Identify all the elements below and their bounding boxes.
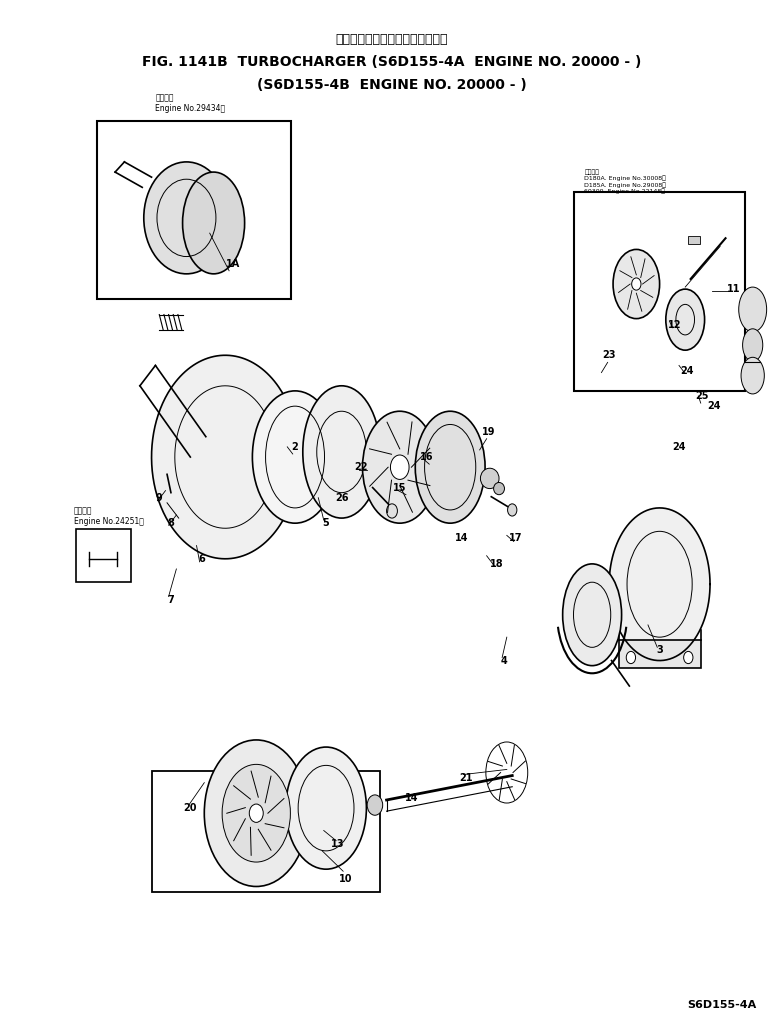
Text: 14: 14 — [405, 793, 418, 803]
Text: 5: 5 — [323, 518, 329, 528]
Ellipse shape — [249, 804, 263, 823]
Text: 26: 26 — [335, 492, 348, 503]
Ellipse shape — [387, 504, 397, 518]
Text: 13: 13 — [331, 838, 344, 849]
Text: 15: 15 — [393, 482, 407, 492]
Ellipse shape — [741, 357, 764, 394]
Ellipse shape — [303, 386, 380, 518]
Text: 1A: 1A — [226, 259, 240, 269]
Text: 6: 6 — [198, 554, 205, 564]
Text: 9: 9 — [156, 492, 162, 503]
Text: 8: 8 — [168, 518, 174, 528]
Text: 適用号機
Engine No.24251～: 適用号機 Engine No.24251～ — [74, 507, 143, 526]
Ellipse shape — [285, 747, 366, 869]
Text: 12: 12 — [669, 320, 682, 329]
Ellipse shape — [183, 172, 245, 274]
Ellipse shape — [563, 564, 622, 666]
Ellipse shape — [684, 652, 693, 664]
Ellipse shape — [626, 652, 636, 664]
Text: 22: 22 — [354, 462, 368, 472]
Ellipse shape — [362, 411, 437, 523]
Text: 11: 11 — [727, 284, 740, 294]
Text: 20: 20 — [183, 803, 197, 814]
Bar — [619, 640, 701, 668]
Ellipse shape — [666, 289, 705, 350]
Bar — [688, 236, 700, 244]
Ellipse shape — [739, 287, 767, 331]
Text: 17: 17 — [510, 534, 523, 544]
Polygon shape — [151, 355, 299, 559]
Text: 3: 3 — [656, 645, 663, 656]
Polygon shape — [609, 508, 710, 661]
Bar — [151, 772, 380, 892]
Bar — [575, 193, 745, 391]
Ellipse shape — [222, 764, 290, 862]
Text: S6D155-4A: S6D155-4A — [688, 999, 757, 1010]
Ellipse shape — [632, 278, 641, 290]
Text: 適用号機
Engine No.29434～: 適用号機 Engine No.29434～ — [155, 93, 226, 113]
Text: 21: 21 — [459, 773, 473, 783]
Text: 23: 23 — [602, 350, 616, 360]
Ellipse shape — [742, 328, 763, 361]
Text: 24: 24 — [672, 442, 686, 451]
Ellipse shape — [613, 249, 659, 319]
Text: 24: 24 — [680, 365, 694, 376]
Ellipse shape — [252, 391, 338, 523]
Text: 4: 4 — [501, 656, 508, 666]
Ellipse shape — [507, 504, 517, 516]
Text: (S6D155-4B  ENGINE NO. 20000 - ): (S6D155-4B ENGINE NO. 20000 - ) — [257, 78, 527, 91]
Ellipse shape — [143, 162, 229, 274]
Ellipse shape — [416, 411, 485, 523]
Ellipse shape — [481, 468, 499, 488]
Text: 16: 16 — [420, 452, 434, 462]
Text: 18: 18 — [490, 559, 503, 568]
Text: 適用号機
D180A. Engine No.30008～
D185A. Engine No.29008～
60300. Engine No.22148～: 適用号機 D180A. Engine No.30008～ D185A. Engi… — [584, 169, 666, 195]
Text: 14: 14 — [455, 534, 469, 544]
Text: FIG. 1141B  TURBOCHARGER (S6D155-4A  ENGINE NO. 20000 - ): FIG. 1141B TURBOCHARGER (S6D155-4A ENGIN… — [143, 55, 641, 69]
Text: 24: 24 — [707, 401, 720, 411]
Text: 19: 19 — [482, 427, 495, 437]
Ellipse shape — [367, 795, 383, 816]
Text: 2: 2 — [292, 442, 299, 451]
Ellipse shape — [205, 740, 308, 886]
Ellipse shape — [494, 482, 504, 495]
Text: ターボチャージャ　　　適用号機: ターボチャージャ 適用号機 — [336, 33, 448, 46]
Text: 7: 7 — [168, 594, 174, 604]
Ellipse shape — [390, 455, 409, 479]
Text: 25: 25 — [695, 391, 709, 401]
Bar — [75, 529, 132, 582]
Text: 10: 10 — [339, 874, 352, 884]
Bar — [97, 121, 291, 300]
